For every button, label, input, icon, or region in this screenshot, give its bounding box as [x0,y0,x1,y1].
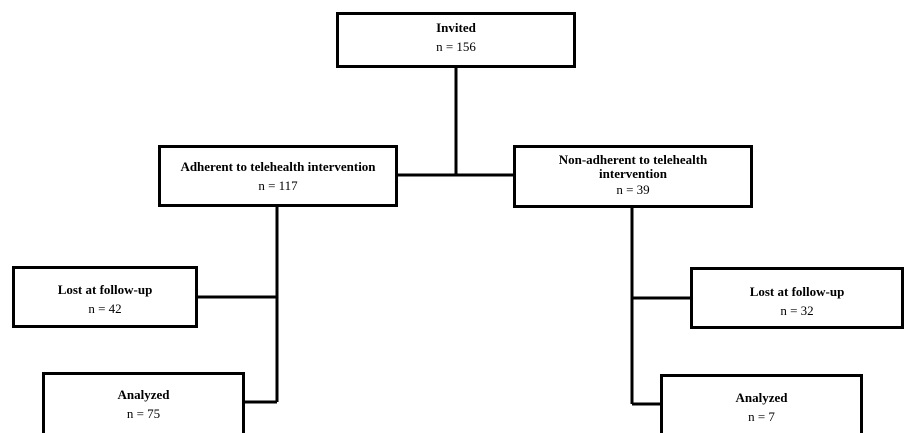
adherent-analyzed-title: Analyzed [117,387,170,402]
non-adherent-box: Non-adherent to telehealth intervention … [513,145,753,208]
non-adherent-analyzed-count: n = 7 [748,409,775,424]
adherent-lost-box: Lost at follow-up n = 42 [12,266,198,328]
invited-count: n = 156 [436,39,476,54]
adherent-analyzed-count: n = 75 [126,406,161,421]
invited-box: Invited n = 156 [336,12,576,68]
non-adherent-lost-count: n = 32 [780,303,814,318]
non-adherent-lost-title: Lost at follow-up [749,284,845,299]
non-adherent-analyzed-box: Analyzed n = 7 [660,374,863,433]
adherent-lost-count: n = 42 [88,301,122,316]
adherent-analyzed-box: Analyzed n = 75 [42,372,245,433]
adherent-lost-title: Lost at follow-up [57,282,153,297]
invited-title: Invited [436,20,476,35]
adherent-count: n = 117 [258,178,298,193]
adherent-box: Adherent to telehealth intervention n = … [158,145,398,207]
non-adherent-count: n = 39 [616,182,650,197]
non-adherent-title: Non-adherent to telehealth intervention [558,152,708,181]
non-adherent-lost-box: Lost at follow-up n = 32 [690,267,904,329]
non-adherent-analyzed-title: Analyzed [735,390,788,405]
adherent-title: Adherent to telehealth intervention [180,159,376,174]
